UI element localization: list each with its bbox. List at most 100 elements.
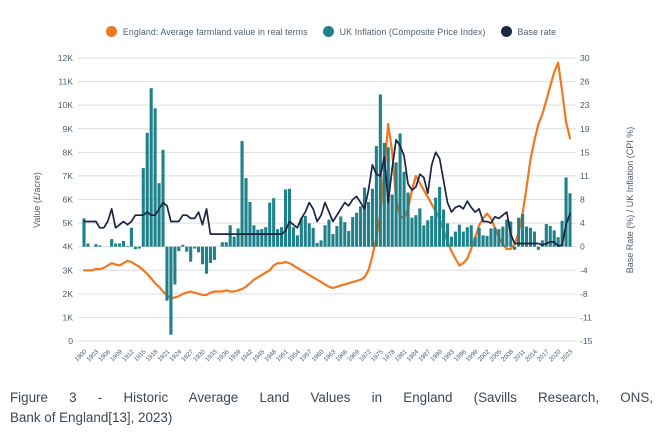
inflation-bar — [125, 246, 130, 247]
inflation-bar — [283, 189, 288, 247]
chart-svg: 12K 30 11K 26 10K 23 9K 19 8K 15 7K 11 6K 8 5K 4 4K 0 3K -4… — [32, 53, 635, 363]
left-tick-label: 8K — [62, 147, 73, 157]
inflation-bar — [276, 229, 280, 247]
inflation-bar — [355, 212, 359, 247]
inflation-bar — [343, 222, 347, 247]
inflation-bar — [129, 227, 133, 247]
left-tick-label: 0 — [68, 336, 73, 346]
inflation-bar — [204, 246, 209, 274]
inflation-bar — [169, 246, 173, 335]
inflation-bar — [517, 217, 521, 247]
inflation-bar — [378, 94, 382, 247]
x-tick-label: 1951 — [275, 348, 290, 363]
left-tick-label: 2K — [62, 289, 73, 299]
right-tick-label: 0 — [580, 242, 585, 252]
inflation-bar — [244, 178, 248, 247]
legend-item-base-rate: Base rate — [500, 26, 557, 37]
x-tick-label: 1927 — [180, 348, 195, 363]
x-tick-label: 1909 — [109, 348, 124, 363]
inflation-bar — [564, 177, 568, 247]
inflation-bar — [173, 246, 177, 285]
legend-marker-farmland — [105, 26, 117, 37]
inflation-bar — [177, 246, 181, 252]
inflation-bar — [501, 226, 505, 247]
x-tick-label: 1930 — [192, 348, 207, 363]
x-tick-label: 1936 — [216, 348, 231, 363]
inflation-bar — [185, 246, 189, 252]
left-tick-label: 6K — [62, 195, 73, 205]
inflation-bar — [315, 242, 319, 247]
inflation-bar — [524, 226, 529, 247]
x-tick-label: 1942 — [240, 348, 255, 363]
inflation-bar — [481, 235, 485, 247]
inflation-bar — [224, 242, 228, 247]
x-tick-label: 1957 — [299, 348, 314, 363]
inflation-bar — [449, 236, 454, 247]
inflation-bar — [197, 246, 201, 253]
x-tick-label: 1963 — [322, 348, 337, 363]
inflation-bar — [390, 194, 394, 247]
inflation-bar — [552, 230, 556, 247]
inflation-bar — [311, 227, 315, 247]
right-tick-label: 26 — [580, 77, 590, 87]
inflation-bar — [505, 219, 509, 247]
inflation-bar — [521, 213, 525, 247]
inflation-bar — [394, 162, 398, 247]
inflation-bar — [453, 231, 457, 247]
inflation-bar — [295, 235, 299, 247]
inflation-bar — [110, 239, 114, 247]
x-tick-label: 1939 — [228, 348, 243, 363]
inflation-bar — [193, 246, 197, 249]
inflation-bar — [327, 219, 331, 247]
left-tick-label: 3K — [62, 265, 73, 275]
left-tick-label: 12K — [58, 53, 74, 63]
inflation-bar — [256, 229, 260, 247]
left-tick-label: 10K — [58, 100, 74, 110]
x-tick-label: 2008 — [500, 348, 515, 363]
x-tick-label: 2002 — [477, 348, 492, 363]
x-tick-label: 1993 — [441, 348, 456, 363]
inflation-bar — [240, 141, 244, 247]
inflation-bar — [319, 240, 323, 247]
inflation-bar — [287, 188, 292, 247]
inflation-bar — [303, 215, 307, 247]
inflation-bar — [200, 246, 205, 265]
inflation-bar — [339, 216, 343, 247]
x-tick-label: 1996 — [453, 348, 468, 363]
inflation-bar — [189, 246, 193, 262]
inflation-bar — [477, 227, 481, 247]
inflation-bar — [556, 237, 560, 247]
inflation-bar — [121, 241, 126, 247]
inflation-bar — [98, 245, 102, 247]
inflation-bar — [418, 208, 422, 247]
inflation-bar — [513, 246, 517, 250]
inflation-bar — [212, 246, 216, 260]
inflation-bar — [272, 198, 276, 247]
inflation-bar — [410, 217, 414, 247]
inflation-bar — [114, 243, 118, 247]
x-tick-label: 1918 — [145, 348, 160, 363]
inflation-bar — [457, 224, 461, 247]
inflation-bar — [359, 206, 363, 247]
inflation-bar — [153, 108, 157, 247]
x-tick-label: 2017 — [536, 348, 551, 363]
inflation-bar — [568, 193, 572, 247]
figure-caption: Figure 3 - Historic Average Land Values … — [10, 388, 653, 428]
inflation-bar — [323, 225, 327, 247]
left-tick-label: 7K — [62, 171, 73, 181]
right-tick-label: -4 — [580, 265, 588, 275]
inflation-bar — [374, 146, 378, 247]
legend-label-base-rate: Base rate — [517, 26, 557, 37]
inflation-bar — [335, 225, 339, 247]
x-tick-label: 1933 — [204, 348, 219, 363]
right-tick-label: -15 — [580, 336, 593, 346]
inflation-bar — [434, 197, 438, 247]
inflation-bar — [331, 234, 335, 247]
x-tick-label: 1906 — [97, 348, 112, 363]
right-tick-label: 11 — [580, 171, 589, 181]
right-tick-label: 30 — [580, 53, 590, 63]
x-tick-label: 1924 — [168, 348, 183, 363]
legend-item-inflation: UK Inflation (Composite Price Index) — [322, 26, 486, 37]
inflation-bar — [382, 142, 386, 247]
